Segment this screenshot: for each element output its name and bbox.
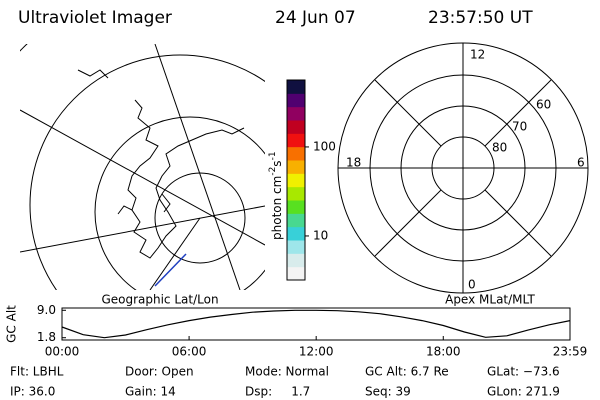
- colorbar-segment: [287, 93, 305, 108]
- instrument-title: Ultraviolet Imager: [18, 8, 172, 28]
- colorbar-label: photon cm-2s-1: [268, 151, 284, 240]
- coastline: [127, 99, 245, 259]
- colorbar-segment: [287, 240, 305, 254]
- colorbar-segment: [287, 160, 305, 174]
- colorbar-segment: [287, 186, 305, 201]
- label-part: s: [270, 160, 284, 166]
- colorbar-frame: [286, 79, 306, 281]
- status-field: Door: Open: [125, 365, 194, 379]
- colorbar-segment: [287, 253, 305, 268]
- label-part: -1: [268, 151, 278, 160]
- plot-title: Apex MLat/MLT: [445, 293, 535, 307]
- time: 23:57:50 UT: [428, 8, 533, 28]
- colorbar-segment: [287, 120, 305, 134]
- x-tick-label: 23:59: [553, 345, 588, 359]
- lon-line: [149, 217, 201, 290]
- x-tick-label: 18:00: [426, 345, 461, 359]
- colorbar-tick-label: 100: [313, 139, 336, 153]
- mlt-label: 12: [470, 48, 485, 62]
- colorbar-segment: [287, 213, 305, 228]
- status-field: Mode: Normal: [245, 365, 329, 379]
- lon-line: [20, 205, 265, 253]
- x-tick-label: 12:00: [299, 345, 334, 359]
- polar-grid: [337, 42, 589, 294]
- mlat-label: 70: [512, 120, 527, 134]
- status-field: IP: 36.0: [10, 385, 55, 399]
- status-field: Gain: 14: [125, 385, 176, 399]
- lat-circle: [29, 54, 265, 290]
- plot-title: Geographic Lat/Lon: [101, 293, 218, 307]
- y-axis-label: GC Alt: [5, 305, 19, 343]
- status-field: GLon: 271.9: [487, 385, 560, 399]
- colorbar-segment: [287, 200, 305, 214]
- colorbar-segment: [287, 226, 305, 241]
- y-tick-label: 9.0: [37, 303, 56, 317]
- colorbar-segment: [287, 80, 305, 94]
- status-field: Seq: 39: [365, 385, 411, 399]
- x-tick-label: 06:00: [172, 345, 207, 359]
- orbit-track: [154, 253, 187, 287]
- colorbar-segment: [287, 173, 305, 188]
- colorbar-segment: [287, 266, 305, 281]
- lon-line: [154, 44, 241, 290]
- colorbar-segment: [287, 106, 305, 121]
- y-tick-label: 1.8: [37, 330, 56, 344]
- mlat-label: 80: [492, 141, 507, 155]
- colorbar-segment: [287, 133, 305, 148]
- lat-circle: [94, 116, 265, 290]
- lon-line: [20, 109, 265, 246]
- status-field: Dsp: 1.7: [245, 385, 310, 399]
- mlat-label: 60: [536, 98, 551, 112]
- colorbar-segment: [287, 146, 305, 161]
- label-part: photon cm: [270, 176, 284, 240]
- status-field: GC Alt: 6.7 Re: [365, 365, 449, 379]
- mlt-label: 18: [346, 156, 361, 170]
- status-field: Flt: LBHL: [10, 365, 64, 379]
- altitude-line: [61, 309, 571, 339]
- colorbar-tick-label: 10: [313, 228, 328, 242]
- mlt-label: 0: [468, 278, 476, 292]
- status-field: GLat: −73.6: [487, 365, 560, 379]
- label-part: -2: [268, 167, 278, 176]
- date: 24 Jun 07: [275, 8, 356, 28]
- x-tick-label: 00:00: [45, 345, 80, 359]
- coastline: [77, 69, 171, 215]
- mlt-label: 6: [577, 156, 585, 170]
- geographic-map: [20, 44, 265, 290]
